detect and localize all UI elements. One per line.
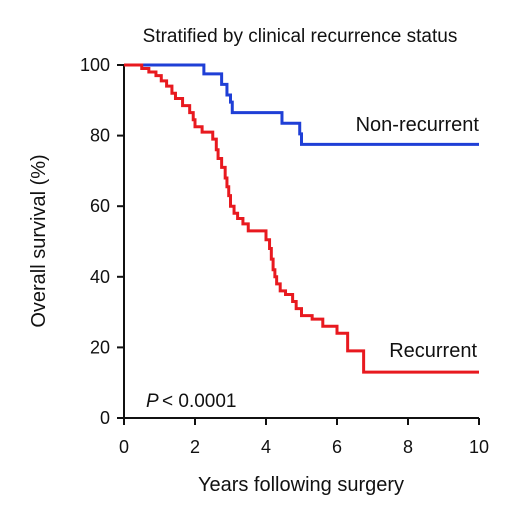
x-tick-label: 6 bbox=[332, 437, 342, 457]
y-tick-label: 0 bbox=[100, 408, 110, 428]
y-tick-label: 20 bbox=[90, 337, 110, 357]
p-value-text: < 0.0001 bbox=[162, 391, 237, 412]
x-tick-label: 8 bbox=[403, 437, 413, 457]
x-tick-label: 2 bbox=[190, 437, 200, 457]
x-tick-label: 10 bbox=[469, 437, 489, 457]
y-tick-label: 80 bbox=[90, 126, 110, 146]
chart-title: Stratified by clinical recurrence status bbox=[143, 26, 458, 47]
y-axis-label: Overall survival (%) bbox=[28, 154, 50, 327]
series-label-recurrent: Recurrent bbox=[389, 340, 477, 362]
x-axis-label: Years following surgery bbox=[198, 474, 404, 496]
p-value-annotation: P < 0.0001 bbox=[146, 391, 237, 412]
series-label-non-recurrent: Non-recurrent bbox=[356, 114, 480, 136]
axes bbox=[123, 65, 479, 419]
x-tick-label: 0 bbox=[119, 437, 129, 457]
y-tick-label: 60 bbox=[90, 196, 110, 216]
x-tick-label: 4 bbox=[261, 437, 271, 457]
survival-curve-non-recurrent bbox=[124, 63, 479, 146]
survival-curves bbox=[124, 63, 479, 374]
p-value-symbol: P bbox=[146, 391, 159, 412]
y-tick-label: 100 bbox=[80, 55, 110, 75]
y-tick-label: 40 bbox=[90, 267, 110, 287]
survival-curve-recurrent bbox=[124, 63, 479, 374]
